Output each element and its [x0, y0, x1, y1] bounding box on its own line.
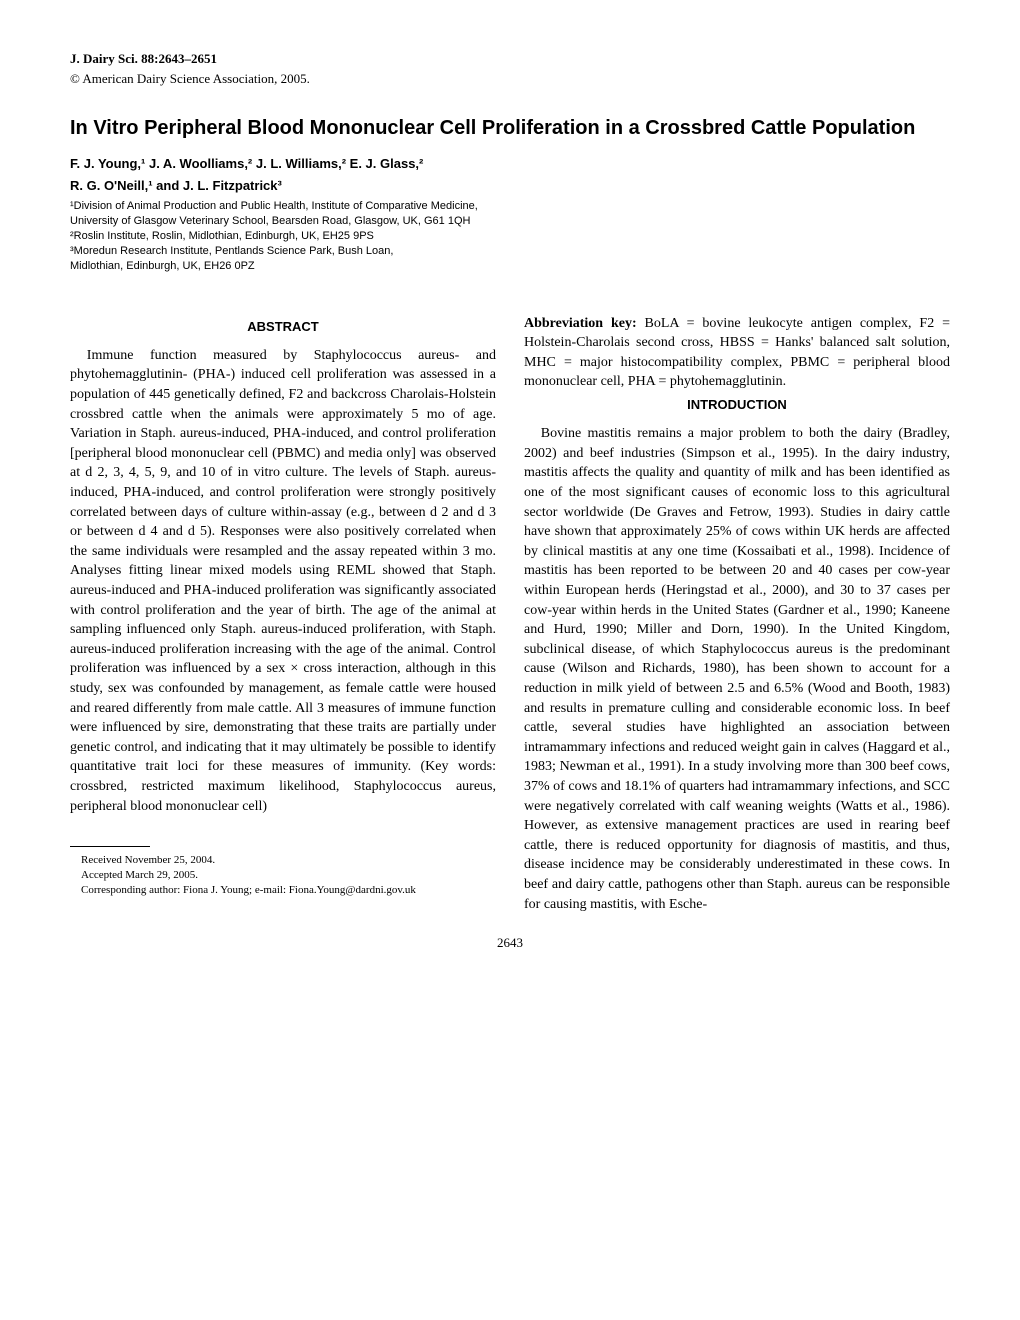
footnote-rule [70, 846, 150, 847]
affiliation-3a: ³Moredun Research Institute, Pentlands S… [70, 244, 950, 259]
abbreviation-key: Abbreviation key: BoLA = bovine leukocyt… [524, 314, 950, 392]
copyright-line: © American Dairy Science Association, 20… [70, 70, 950, 88]
abstract-heading: ABSTRACT [70, 318, 496, 336]
affiliations-block: ¹Division of Animal Production and Publi… [70, 199, 950, 273]
page-number: 2643 [70, 934, 950, 952]
affiliation-1b: University of Glasgow Veterinary School,… [70, 214, 950, 229]
authors-line-1: F. J. Young,¹ J. A. Woolliams,² J. L. Wi… [70, 155, 950, 173]
footnotes-block: Received November 25, 2004. Accepted Mar… [70, 853, 496, 898]
article-title: In Vitro Peripheral Blood Mononuclear Ce… [70, 115, 950, 141]
journal-citation: J. Dairy Sci. 88:2643–2651 [70, 50, 950, 68]
two-column-body: ABSTRACT Immune function measured by Sta… [70, 314, 950, 914]
introduction-heading: INTRODUCTION [524, 396, 950, 414]
footnote-accepted: Accepted March 29, 2005. [70, 868, 496, 883]
authors-line-2: R. G. O'Neill,¹ and J. L. Fitzpatrick³ [70, 177, 950, 195]
abbrev-key-label: Abbreviation key: [524, 316, 637, 331]
introduction-body: Bovine mastitis remains a major problem … [524, 424, 950, 914]
affiliation-3b: Midlothian, Edinburgh, UK, EH26 0PZ [70, 259, 950, 274]
footnote-corresponding: Corresponding author: Fiona J. Young; e-… [70, 883, 496, 898]
affiliation-2: ²Roslin Institute, Roslin, Midlothian, E… [70, 229, 950, 244]
abstract-body: Immune function measured by Staphylococc… [70, 346, 496, 816]
right-column: Abbreviation key: BoLA = bovine leukocyt… [524, 314, 950, 914]
left-column: ABSTRACT Immune function measured by Sta… [70, 314, 496, 914]
footnote-received: Received November 25, 2004. [70, 853, 496, 868]
affiliation-1a: ¹Division of Animal Production and Publi… [70, 199, 950, 214]
